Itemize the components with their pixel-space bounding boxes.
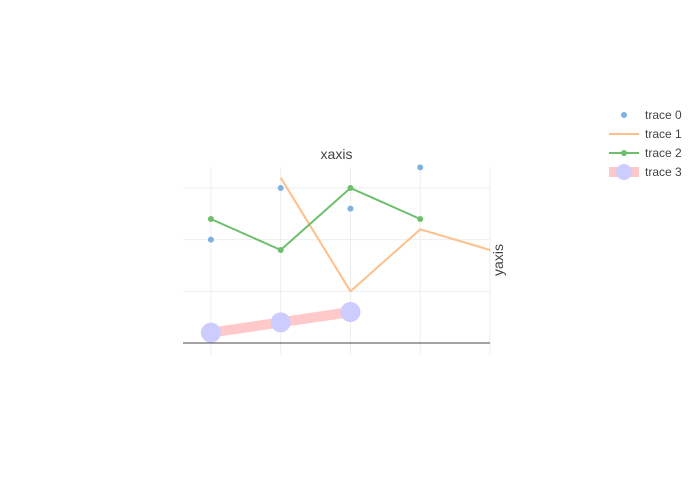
legend-item-trace-2[interactable]: trace 2 — [609, 146, 682, 160]
trace-2-point — [417, 216, 424, 222]
trace-1 — [279, 177, 491, 293]
trace-0-point — [277, 185, 284, 191]
trace-0 — [207, 164, 424, 243]
grid — [183, 167, 491, 355]
trace-2 — [207, 185, 424, 253]
x-axis-title: xaxis — [321, 146, 353, 162]
trace-2-point — [207, 216, 214, 222]
trace-3-point — [200, 322, 221, 343]
y-axis-title: yaxis — [490, 244, 506, 276]
trace-0-point — [207, 236, 214, 243]
trace-3-point — [340, 302, 361, 322]
plot-area — [200, 164, 491, 343]
legend-label: trace 3 — [645, 165, 682, 179]
legend[interactable]: trace 0 trace 1 trace 2 trace 3 — [609, 108, 682, 180]
legend-label: trace 0 — [645, 108, 682, 122]
trace-1-line — [279, 177, 491, 293]
legend-swatch-marker — [621, 112, 627, 118]
legend-label: trace 2 — [645, 146, 682, 160]
trace-0-point — [347, 205, 354, 212]
trace-2-point — [347, 185, 354, 191]
legend-swatch-marker — [616, 164, 632, 180]
legend-label: trace 1 — [645, 127, 682, 141]
trace-0-point — [417, 164, 424, 171]
legend-item-trace-0[interactable]: trace 0 — [621, 108, 682, 122]
legend-swatch-marker — [621, 150, 627, 156]
trace-2-point — [277, 247, 284, 253]
legend-item-trace-3[interactable]: trace 3 — [609, 164, 682, 180]
legend-item-trace-1[interactable]: trace 1 — [609, 127, 682, 141]
trace-3 — [200, 302, 361, 343]
trace-2-line — [210, 187, 421, 251]
trace-3-point — [270, 312, 291, 333]
